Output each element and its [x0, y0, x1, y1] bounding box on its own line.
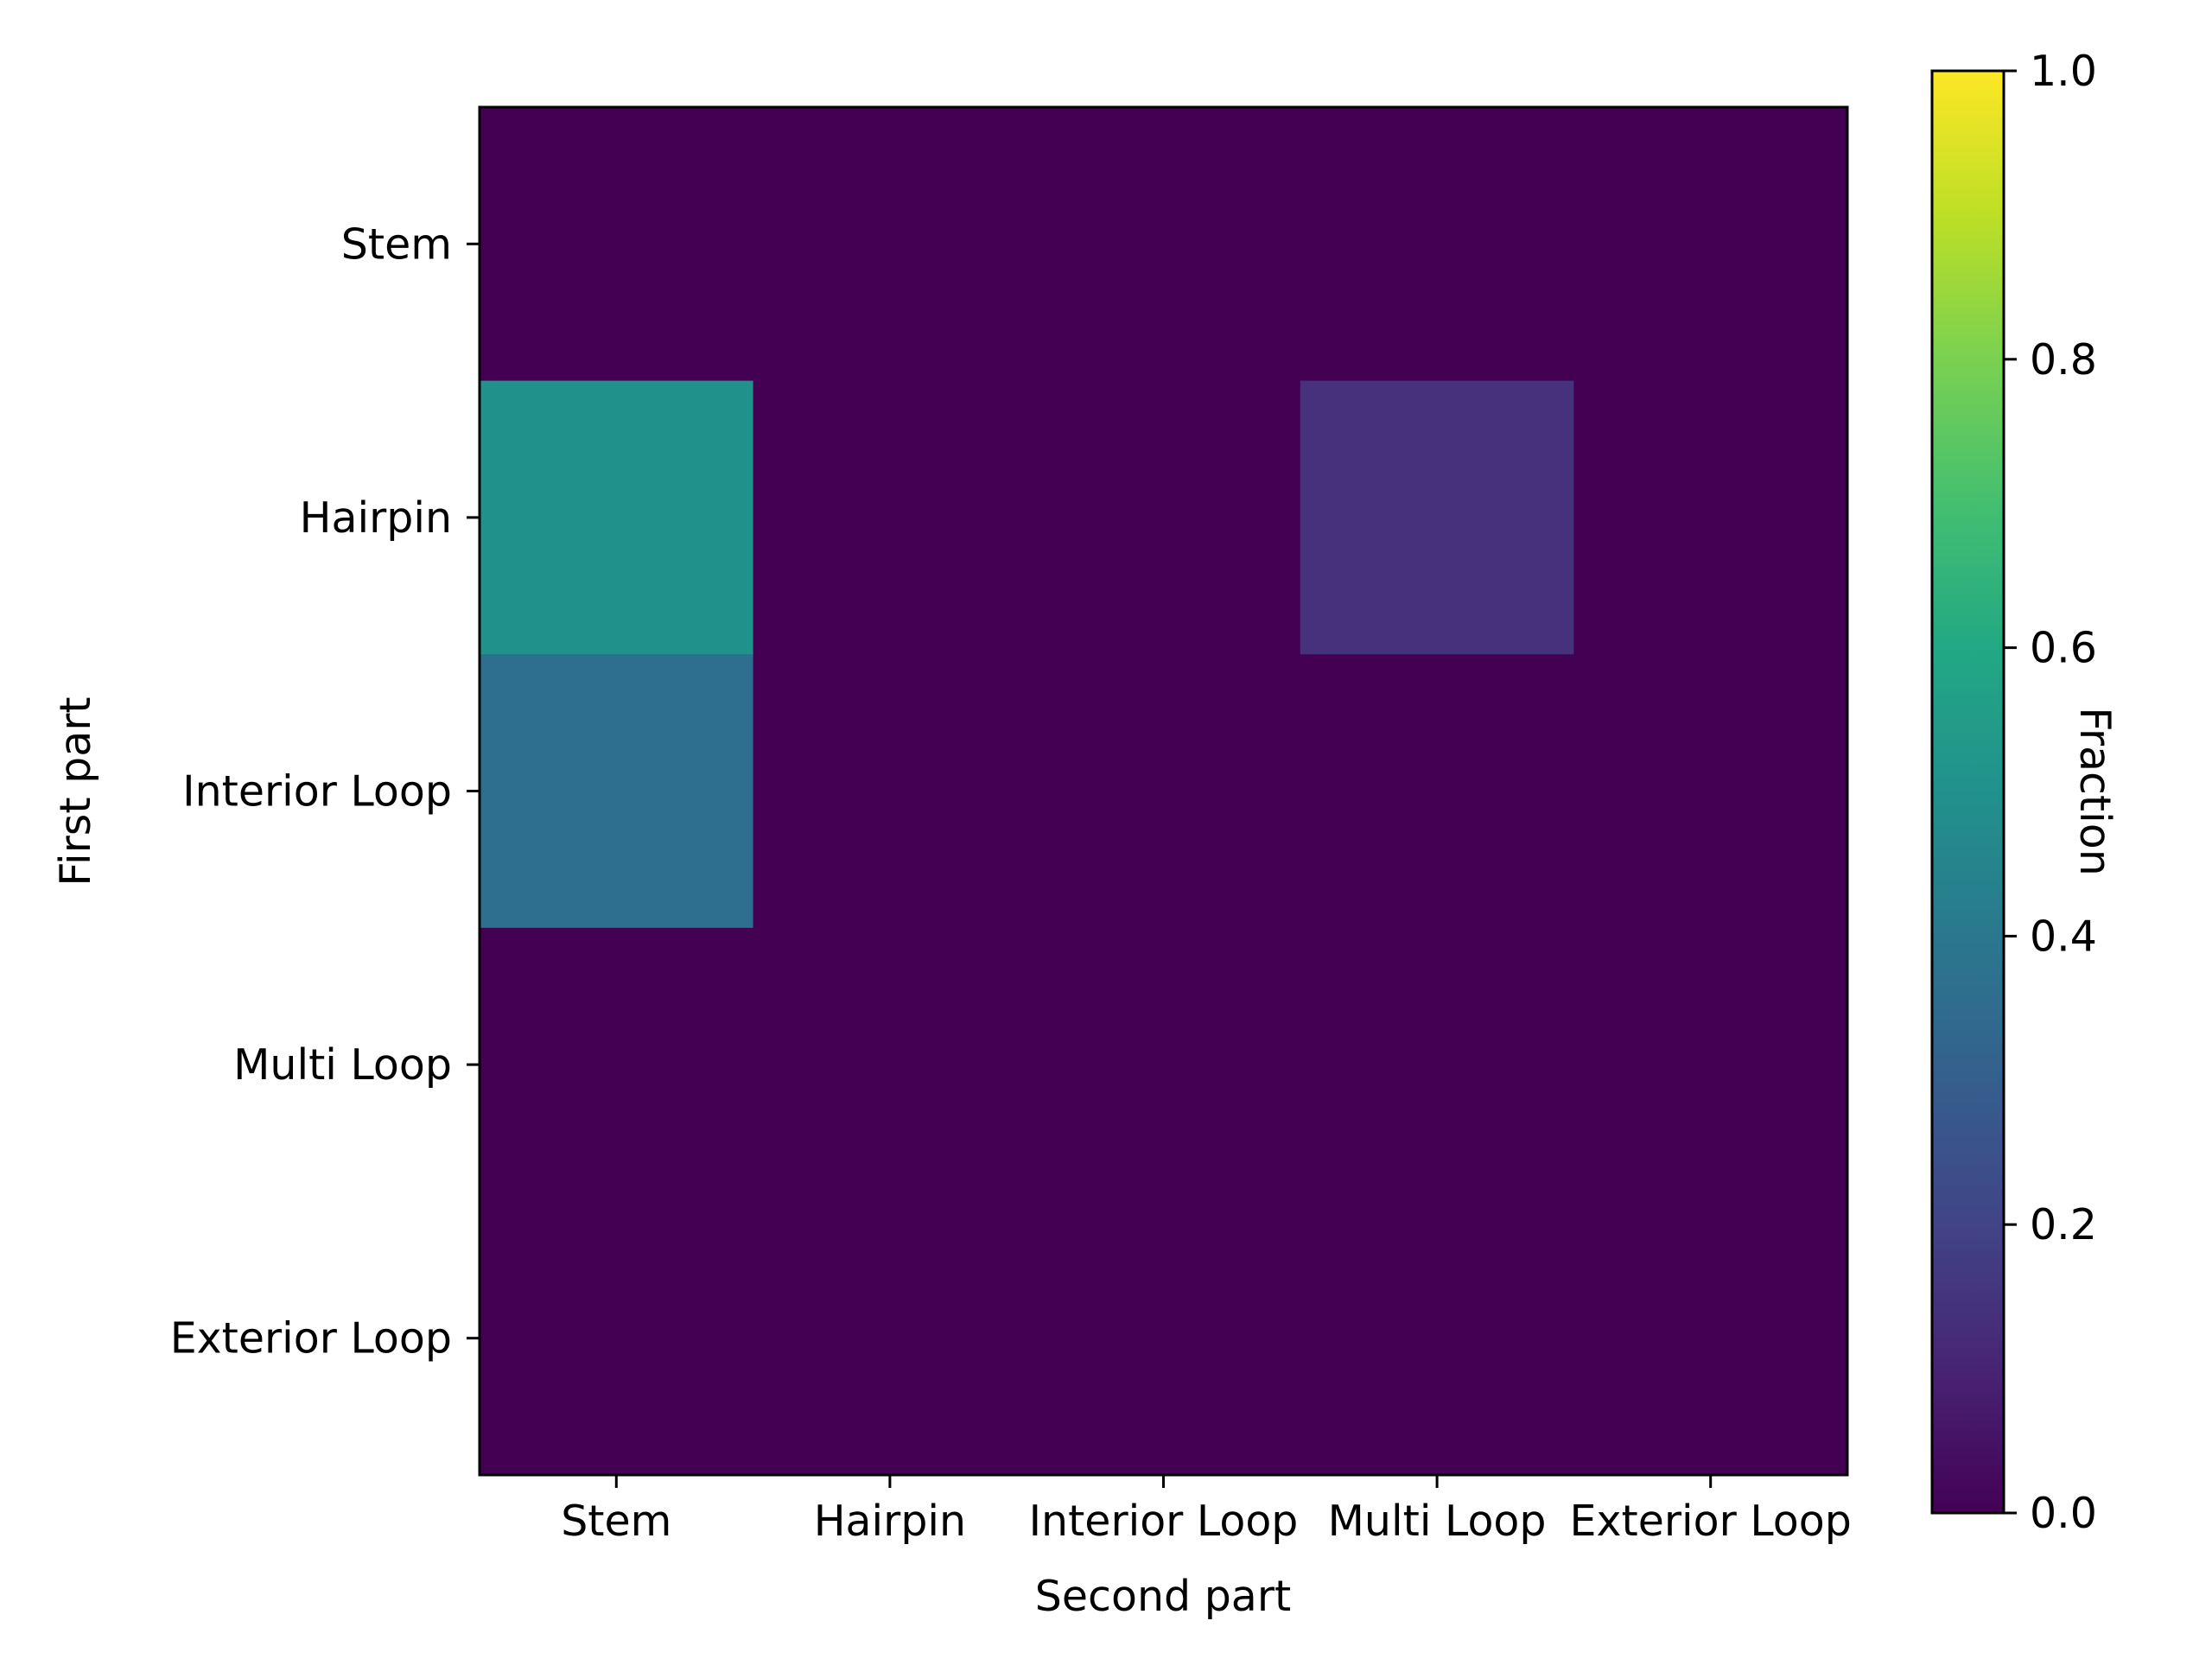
heatmap-cell	[1573, 927, 1848, 1202]
colorbar-tick-label: 1.0	[2030, 47, 2097, 96]
x-tick-label: Interior Loop	[1029, 1497, 1299, 1546]
heatmap-cell	[1300, 927, 1574, 1202]
colorbar-label: Fraction	[2070, 707, 2120, 876]
y-tick-label: Hairpin	[300, 493, 452, 543]
y-tick-label: Interior Loop	[182, 767, 452, 817]
heatmap-cell	[1027, 107, 1301, 382]
heatmap-cell	[753, 654, 1027, 929]
x-tick-label: Exterior Loop	[1570, 1497, 1852, 1546]
heatmap-cell	[1300, 107, 1574, 382]
colorbar-tick-label: 0.8	[2030, 335, 2097, 385]
heatmap-cell	[1573, 107, 1848, 382]
heatmap-cell	[480, 927, 754, 1202]
heatmap-cell	[480, 380, 754, 655]
heatmap-cell	[1027, 927, 1301, 1202]
heatmap-cell	[480, 107, 754, 382]
x-tick-label: Stem	[561, 1497, 671, 1546]
colorbar-axis: 0.0 0.2 0.4 0.6 0.8 1.0	[2004, 47, 2097, 1538]
x-tick-label: Hairpin	[814, 1497, 966, 1546]
heatmap-cell	[753, 107, 1027, 382]
heatmap-cells	[480, 107, 1848, 1476]
heatmap-cell	[1300, 380, 1574, 655]
heatmap-cell	[480, 654, 754, 929]
heatmap-cell	[480, 1201, 754, 1476]
colorbar-tick-label: 0.0	[2030, 1489, 2097, 1538]
heatmap-cell	[753, 927, 1027, 1202]
x-axis-label: Second part	[1035, 1572, 1291, 1621]
heatmap-cell	[753, 1201, 1027, 1476]
heatmap-cell	[1027, 654, 1301, 929]
y-tick-label: Multi Loop	[233, 1040, 452, 1090]
heatmap-cell	[1573, 1201, 1848, 1476]
colorbar-tick-label: 0.6	[2030, 624, 2097, 673]
y-tick-label: Exterior Loop	[170, 1314, 452, 1363]
y-tick-label: Stem	[341, 219, 452, 269]
colorbar-tick-label: 0.2	[2030, 1200, 2097, 1249]
heatmap-cell	[1300, 1201, 1574, 1476]
heatmap-cell	[1027, 1201, 1301, 1476]
heatmap-cell	[753, 380, 1027, 655]
y-axis: Stem Hairpin Interior Loop Multi Loop Exteri…	[170, 219, 480, 1363]
x-axis: Stem Hairpin Interior Loop Multi Loop Exteri…	[561, 1475, 1852, 1546]
heatmap-cell	[1300, 654, 1574, 929]
x-tick-label: Multi Loop	[1328, 1497, 1547, 1546]
heatmap-cell	[1573, 654, 1848, 929]
colorbar	[1930, 69, 2005, 1515]
y-axis-label: First part	[51, 696, 100, 886]
heatmap-cell	[1027, 380, 1301, 655]
colorbar-tick-label: 0.4	[2030, 912, 2097, 961]
heatmap-cell	[1573, 380, 1848, 655]
